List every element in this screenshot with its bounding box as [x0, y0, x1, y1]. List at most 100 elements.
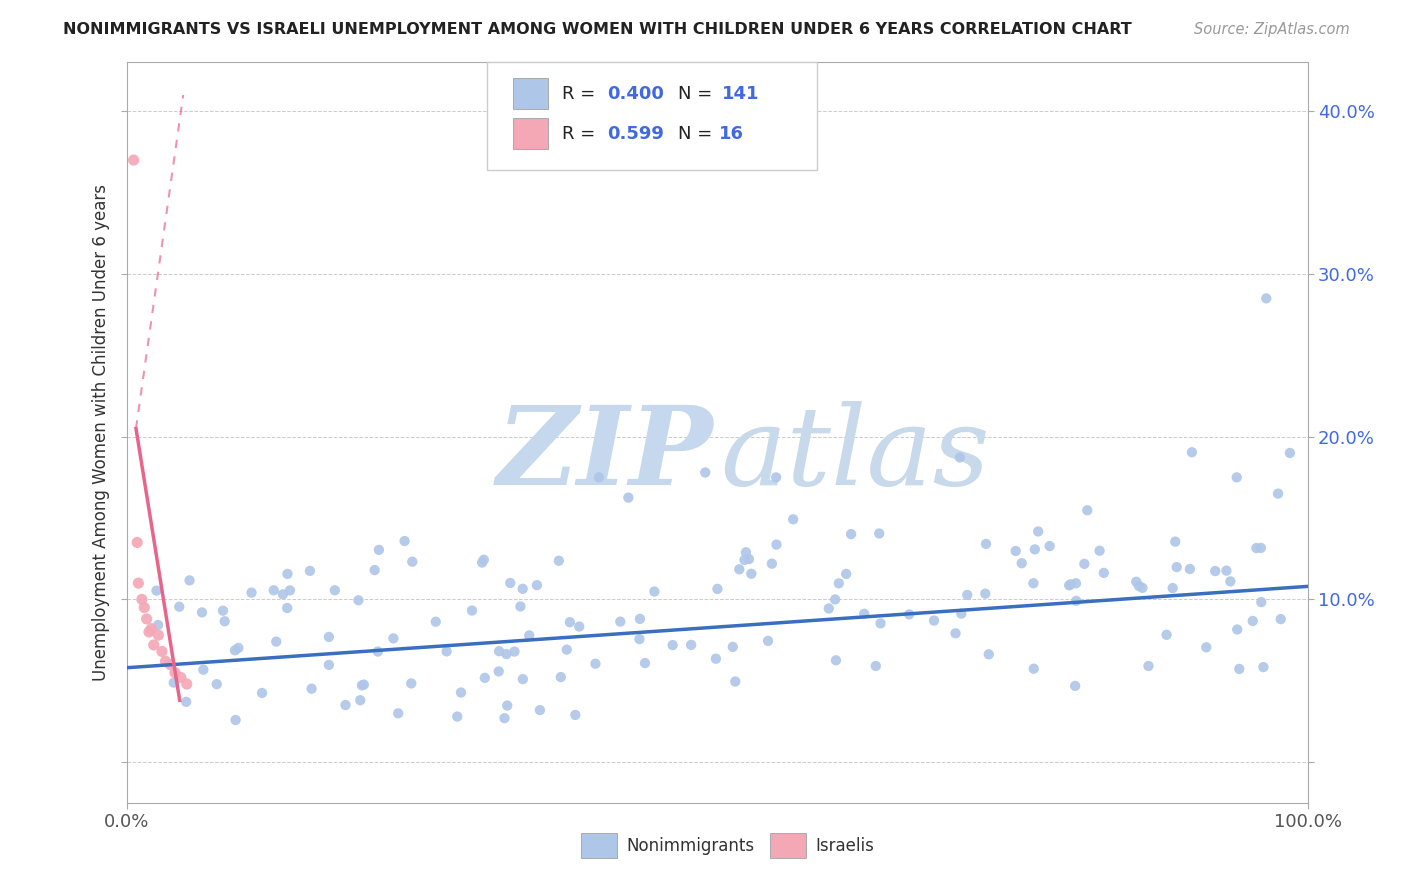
Point [488, 665, 510, 679]
Point [474, 671, 496, 685]
Point [628, 612, 651, 626]
Point [706, 582, 728, 596]
Point [127, 535, 149, 549]
Point [853, 607, 876, 621]
Point [1250, 595, 1272, 609]
Point [271, 587, 294, 601]
Point [922, 614, 945, 628]
Text: 141: 141 [721, 85, 759, 103]
Text: NONIMMIGRANTS VS ISRAELI UNEMPLOYMENT AMONG WOMEN WITH CHILDREN UNDER 6 YEARS CO: NONIMMIGRANTS VS ISRAELI UNEMPLOYMENT AM… [63, 22, 1132, 37]
Text: 0.400: 0.400 [607, 85, 664, 103]
Point [1270, 612, 1292, 626]
Point [163, 665, 186, 680]
Point [1064, 679, 1087, 693]
Point [179, 574, 201, 588]
Point [681, 638, 703, 652]
Bar [770, 833, 806, 858]
Y-axis label: Unemployment Among Women with Children Under 6 years: Unemployment Among Women with Children U… [91, 184, 110, 681]
FancyBboxPatch shape [486, 62, 817, 169]
Point [141, 622, 163, 636]
Point [828, 576, 851, 591]
Point [1026, 524, 1049, 539]
Point [661, 638, 683, 652]
Point [224, 643, 246, 657]
Bar [513, 118, 548, 149]
Point [150, 644, 173, 658]
Point [134, 600, 156, 615]
Point [503, 644, 526, 658]
Point [174, 695, 197, 709]
Point [335, 698, 357, 712]
Point [740, 566, 762, 581]
Point [1076, 503, 1098, 517]
Point [974, 587, 997, 601]
Point [782, 512, 804, 526]
Point [367, 542, 389, 557]
Point [695, 466, 717, 480]
Point [1204, 564, 1226, 578]
Point [564, 707, 586, 722]
Point [526, 578, 548, 592]
Point [298, 564, 321, 578]
Point [945, 626, 967, 640]
Point [1064, 594, 1087, 608]
Point [1088, 543, 1111, 558]
Point [1164, 534, 1187, 549]
Text: atlas: atlas [721, 401, 990, 508]
Point [1022, 662, 1045, 676]
Point [401, 676, 423, 690]
Point [214, 614, 236, 628]
Text: Nonimmigrants: Nonimmigrants [626, 837, 754, 855]
Point [1246, 541, 1268, 555]
Point [1125, 574, 1147, 589]
Point [529, 703, 551, 717]
Point [401, 555, 423, 569]
Point [765, 470, 787, 484]
Point [868, 526, 890, 541]
Point [278, 583, 301, 598]
Point [138, 624, 160, 639]
Point [1060, 577, 1083, 591]
Point [609, 615, 631, 629]
Point [163, 675, 186, 690]
Point [318, 657, 340, 672]
Point [349, 693, 371, 707]
Point [1278, 446, 1301, 460]
Point [1219, 574, 1241, 589]
Point [347, 593, 370, 607]
Point [588, 470, 610, 484]
Point [761, 557, 783, 571]
Point [1226, 623, 1249, 637]
Point [1178, 562, 1201, 576]
Point [721, 640, 744, 654]
Point [155, 654, 177, 668]
Point [323, 583, 346, 598]
Point [634, 656, 657, 670]
Point [425, 615, 447, 629]
Point [225, 713, 247, 727]
Point [387, 706, 409, 721]
Point [977, 647, 1000, 661]
Point [1022, 576, 1045, 591]
Point [1004, 544, 1026, 558]
Point [1073, 557, 1095, 571]
Point [250, 686, 273, 700]
Point [499, 576, 522, 591]
Point [583, 657, 606, 671]
Point [228, 640, 250, 655]
Point [956, 588, 979, 602]
Point [839, 527, 862, 541]
Point [555, 642, 578, 657]
Point [367, 644, 389, 658]
Point [617, 491, 640, 505]
Point [127, 576, 149, 591]
Point [488, 644, 510, 658]
Point [122, 153, 145, 167]
Point [869, 616, 891, 631]
Point [1253, 660, 1275, 674]
Point [450, 685, 472, 699]
Point [191, 606, 214, 620]
Point [1092, 566, 1115, 580]
Point [756, 634, 779, 648]
Point [1267, 486, 1289, 500]
